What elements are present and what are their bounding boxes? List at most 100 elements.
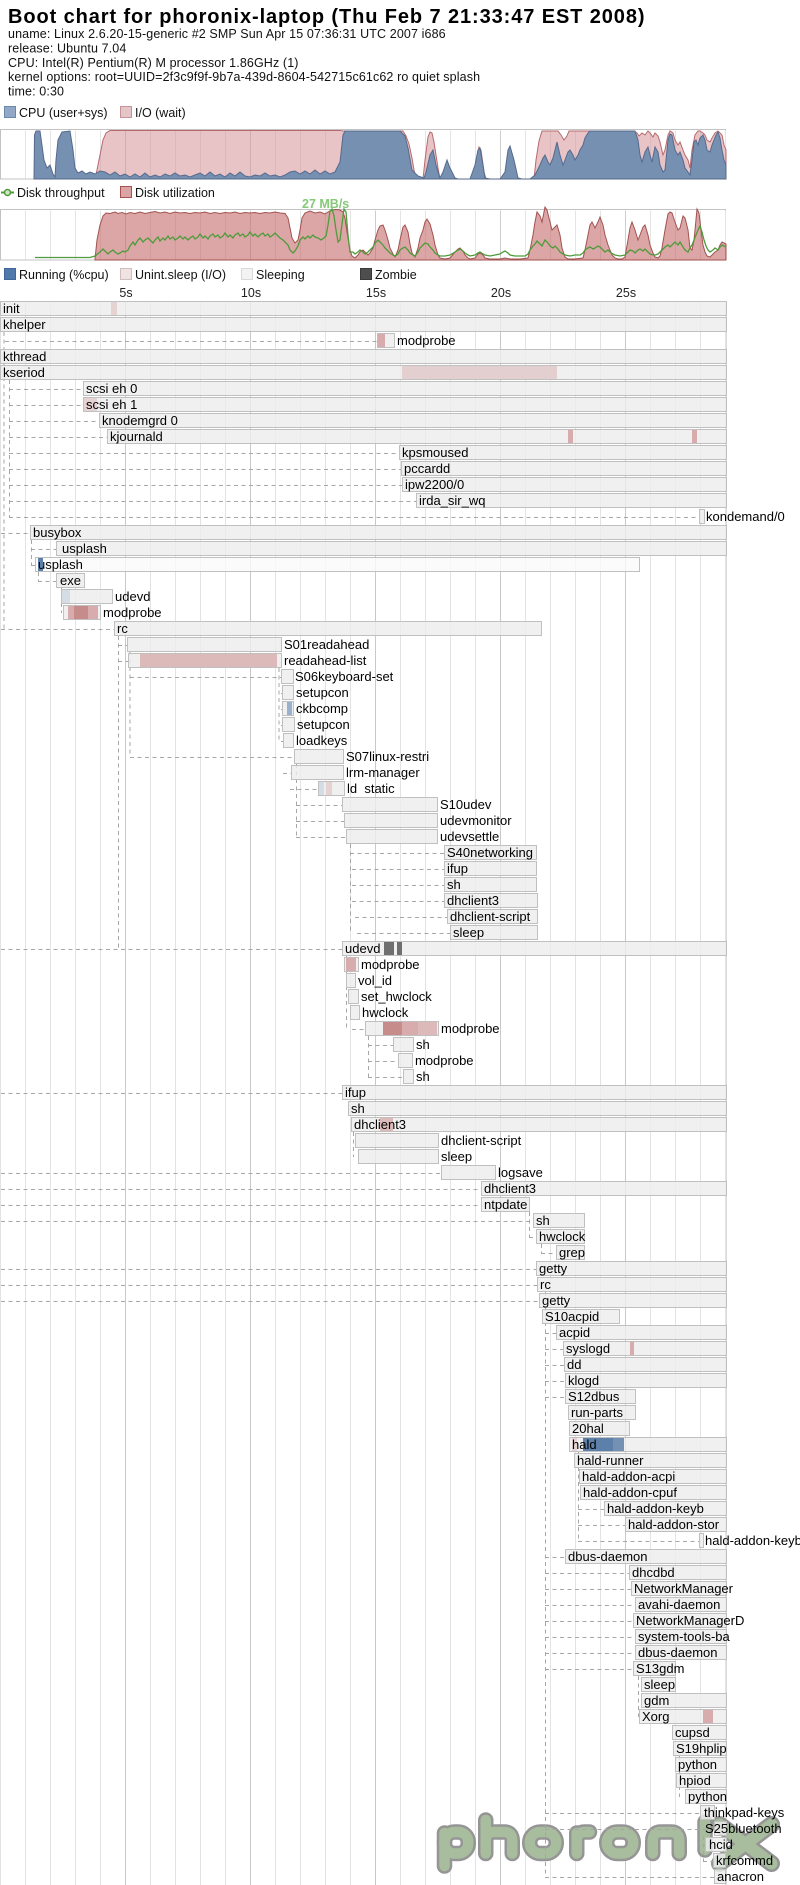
- svg-text:dhclient-script: dhclient-script: [441, 1133, 522, 1148]
- svg-text:Disk utilization: Disk utilization: [135, 186, 215, 200]
- svg-text:modprobe: modprobe: [415, 1053, 474, 1068]
- svg-text:ifup: ifup: [345, 1085, 366, 1100]
- svg-text:scsi eh 0: scsi eh 0: [86, 381, 137, 396]
- svg-text:kpsmoused: kpsmoused: [402, 445, 468, 460]
- svg-text:usplash: usplash: [62, 541, 107, 556]
- svg-text:udevd: udevd: [345, 941, 380, 956]
- svg-text:modprobe: modprobe: [441, 1021, 500, 1036]
- svg-text:27 MB/s: 27 MB/s: [302, 197, 349, 211]
- svg-text:rc: rc: [117, 621, 128, 636]
- svg-text:25s: 25s: [616, 286, 636, 300]
- svg-text:15s: 15s: [366, 286, 386, 300]
- svg-text:CPU: Intel(R) Pentium(R) M pro: CPU: Intel(R) Pentium(R) M processor 1.8…: [8, 56, 299, 70]
- svg-text:syslogd: syslogd: [566, 1341, 610, 1356]
- svg-text:klogd: klogd: [568, 1373, 599, 1388]
- svg-text:sleep: sleep: [644, 1677, 675, 1692]
- svg-text:hcid: hcid: [709, 1837, 733, 1852]
- svg-text:ifup: ifup: [447, 861, 468, 876]
- svg-text:kseriod: kseriod: [3, 365, 45, 380]
- svg-text:20hal: 20hal: [572, 1421, 604, 1436]
- svg-text:release: Ubuntu 7.04: release: Ubuntu 7.04: [8, 41, 126, 55]
- svg-text:loadkeys: loadkeys: [296, 733, 348, 748]
- svg-text:S10udev: S10udev: [440, 797, 492, 812]
- svg-text:run-parts: run-parts: [571, 1405, 624, 1420]
- svg-text:modprobe: modprobe: [103, 605, 162, 620]
- svg-text:S25bluetooth: S25bluetooth: [705, 1821, 782, 1836]
- svg-text:setupcon: setupcon: [297, 717, 350, 732]
- svg-text:Zombie: Zombie: [375, 268, 417, 282]
- svg-text:hald-addon-stor: hald-addon-stor: [628, 1517, 720, 1532]
- svg-text:usplash: usplash: [38, 557, 83, 572]
- svg-text:S12dbus: S12dbus: [568, 1389, 620, 1404]
- svg-text:modprobe: modprobe: [397, 333, 456, 348]
- svg-text:anacron: anacron: [717, 1869, 764, 1884]
- svg-text:CPU (user+sys): CPU (user+sys): [19, 106, 108, 120]
- svg-text:ckbcomp: ckbcomp: [296, 701, 348, 716]
- svg-text:pccardd: pccardd: [404, 461, 450, 476]
- svg-text:rc: rc: [540, 1277, 551, 1292]
- svg-text:system-tools-ba: system-tools-ba: [638, 1629, 731, 1644]
- svg-text:udevmonitor: udevmonitor: [440, 813, 512, 828]
- svg-text:dhclient3: dhclient3: [484, 1181, 536, 1196]
- svg-text:readahead-list: readahead-list: [284, 653, 367, 668]
- svg-text:S01readahead: S01readahead: [284, 637, 369, 652]
- svg-text:getty: getty: [539, 1261, 568, 1276]
- svg-text:irda_sir_wq: irda_sir_wq: [419, 493, 485, 508]
- svg-text:S40networking: S40networking: [447, 845, 533, 860]
- svg-text:ld static: ld static: [347, 781, 395, 796]
- svg-text:knodemgrd 0: knodemgrd 0: [102, 413, 178, 428]
- svg-text:sh: sh: [536, 1213, 550, 1228]
- svg-text:hpiod: hpiod: [679, 1773, 711, 1788]
- svg-text:thinkpad-keys: thinkpad-keys: [704, 1805, 785, 1820]
- svg-text:NetworkManager: NetworkManager: [634, 1581, 734, 1596]
- svg-text:NetworkManagerD: NetworkManagerD: [636, 1613, 744, 1628]
- svg-text:Disk throughput: Disk throughput: [17, 186, 105, 200]
- svg-text:init: init: [3, 301, 20, 316]
- svg-text:sleep: sleep: [453, 925, 484, 940]
- svg-text:Running (%cpu): Running (%cpu): [19, 268, 109, 282]
- svg-text:dhcdbd: dhcdbd: [632, 1565, 675, 1580]
- svg-text:busybox: busybox: [33, 525, 82, 540]
- svg-text:I/O (wait): I/O (wait): [135, 106, 186, 120]
- svg-text:S19hplip: S19hplip: [676, 1741, 727, 1756]
- svg-text:hald-addon-acpi: hald-addon-acpi: [582, 1469, 675, 1484]
- svg-text:scsi eh 1: scsi eh 1: [86, 397, 137, 412]
- svg-text:sh: sh: [416, 1069, 430, 1084]
- svg-text:hwclock: hwclock: [362, 1005, 409, 1020]
- svg-text:dbus-daemon: dbus-daemon: [568, 1549, 648, 1564]
- svg-text:kjournald: kjournald: [110, 429, 163, 444]
- svg-text:S07linux-restri: S07linux-restri: [346, 749, 429, 764]
- svg-text:gdm: gdm: [644, 1693, 669, 1708]
- svg-text:10s: 10s: [241, 286, 261, 300]
- svg-text:acpid: acpid: [559, 1325, 590, 1340]
- svg-text:udevsettle: udevsettle: [440, 829, 499, 844]
- svg-text:python: python: [688, 1789, 727, 1804]
- svg-text:time: 0:30: time: 0:30: [8, 85, 64, 99]
- svg-text:grep: grep: [559, 1245, 585, 1260]
- svg-text:avahi-daemon: avahi-daemon: [638, 1597, 720, 1612]
- svg-text:khelper: khelper: [3, 317, 46, 332]
- svg-text:modprobe: modprobe: [361, 957, 420, 972]
- svg-text:udevd: udevd: [115, 589, 150, 604]
- svg-text:Boot chart for phoronix-laptop: Boot chart for phoronix-laptop (Thu Feb …: [8, 6, 645, 28]
- svg-text:hwclock: hwclock: [539, 1229, 586, 1244]
- svg-text:ipw2200/0: ipw2200/0: [405, 477, 464, 492]
- svg-text:20s: 20s: [491, 286, 511, 300]
- svg-text:krfcommd: krfcommd: [716, 1853, 773, 1868]
- svg-text:5s: 5s: [119, 286, 132, 300]
- svg-text:kondemand/0: kondemand/0: [706, 509, 785, 524]
- svg-text:cupsd: cupsd: [675, 1725, 710, 1740]
- svg-text:S10acpid: S10acpid: [545, 1309, 599, 1324]
- svg-text:sleep: sleep: [441, 1149, 472, 1164]
- svg-text:setupcon: setupcon: [296, 685, 349, 700]
- svg-text:vol_id: vol_id: [358, 973, 392, 988]
- svg-text:Unint.sleep (I/O): Unint.sleep (I/O): [135, 268, 226, 282]
- svg-text:exe: exe: [60, 573, 81, 588]
- svg-text:hald-runner: hald-runner: [577, 1453, 644, 1468]
- svg-text:Sleeping: Sleeping: [256, 268, 305, 282]
- svg-text:ntpdate: ntpdate: [484, 1197, 527, 1212]
- svg-text:lrm-manager: lrm-manager: [346, 765, 420, 780]
- svg-text:set_hwclock: set_hwclock: [361, 989, 432, 1004]
- svg-text:kernel options: root=UUID=2f3c: kernel options: root=UUID=2f3c9f9f-9b7a-…: [8, 70, 480, 84]
- svg-text:dhclient3: dhclient3: [354, 1117, 406, 1132]
